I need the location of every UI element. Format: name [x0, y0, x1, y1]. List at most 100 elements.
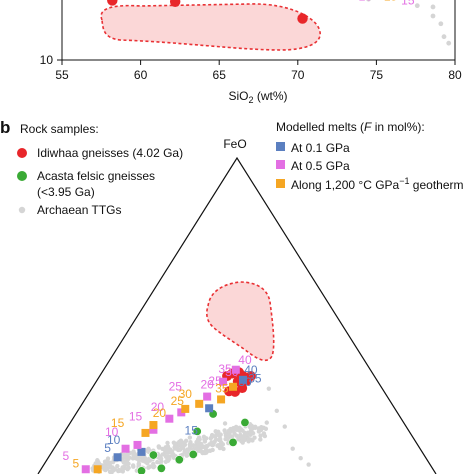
p05-legend-marker [276, 160, 285, 169]
ttg-point [230, 426, 235, 432]
acasta-point [188, 449, 198, 459]
idiwhaa-point [237, 383, 248, 394]
ttg-point [179, 444, 184, 449]
ttg-legend-marker [18, 206, 26, 214]
melt-fraction-label: 25 [169, 379, 183, 393]
melt-fraction-label: 20 [151, 400, 165, 414]
y-tick-label: 10 [40, 53, 54, 67]
ttg-point [438, 21, 444, 27]
ttg-point [217, 437, 223, 443]
ttg-point [222, 428, 227, 433]
ttg-point [102, 464, 108, 469]
p05-legend-label: At 0.5 GPa [291, 159, 350, 173]
ttg-point [175, 446, 180, 451]
geotherm-point [141, 428, 150, 437]
x-tick-label: 75 [370, 68, 384, 82]
panel-b-label: b [0, 118, 10, 137]
ttg-point [146, 446, 151, 452]
panel-a: 3515252015201010158 5560657075801015 SiO… [40, 0, 462, 105]
ttg-point [202, 437, 207, 442]
ttg-point [234, 427, 240, 432]
acasta-point [148, 450, 158, 460]
acasta-legend-marker [17, 171, 27, 181]
acasta-point [174, 455, 184, 465]
p01-point [137, 447, 146, 456]
melt-fraction-label: 30 [238, 375, 252, 389]
ttg-point [115, 463, 120, 469]
ttg-point [130, 450, 136, 455]
panel-b: b Rock samples: Idiwhaa gneisses (4.02 G… [0, 118, 464, 474]
ttg-point [117, 468, 122, 473]
geotherm-legend-label: Along 1,200 °C GPa−1 geotherm [291, 176, 464, 192]
ttg-point [258, 433, 263, 438]
legend-tail: geotherm [409, 178, 463, 192]
melt-fraction-label: 35 [215, 381, 229, 395]
melt-fraction-label: 5 [63, 449, 70, 463]
heading-part: Modelled melts ( [276, 120, 364, 134]
idiwhaa-legend-marker [17, 148, 27, 158]
ttg-point [213, 437, 219, 442]
ttg-point [216, 429, 221, 435]
melt-fraction-label: 15 [384, 0, 398, 3]
ttg-point [264, 420, 269, 425]
melt-fraction-label: 25 [171, 394, 185, 408]
ttg-point [250, 431, 256, 436]
p05-point [165, 414, 174, 423]
panel-a-marks [107, 0, 308, 24]
ttg-point [163, 454, 169, 460]
melt-fraction-label: 25 [208, 374, 222, 388]
melt-fraction-label: 15 [111, 416, 125, 430]
ttg-point [246, 439, 251, 444]
melt-fraction-label: 35 [218, 362, 232, 376]
ttg-legend-label: Archaean TTGs [37, 203, 121, 217]
geotherm-point [93, 465, 102, 474]
ttg-point [163, 445, 168, 450]
ttg-point [239, 439, 244, 444]
rock-legend: Idiwhaa gneisses (4.02 Ga) Acasta felsic … [17, 146, 183, 217]
ttg-point [290, 446, 295, 451]
ttg-point [139, 454, 144, 460]
y-tick-label: 15 [40, 0, 54, 2]
p05-point [121, 444, 130, 453]
melt-fraction-label: 10 [107, 433, 121, 447]
idiwhaa-point [297, 13, 308, 24]
ttg-point [211, 440, 217, 445]
p01-legend-label: At 0.1 GPa [291, 141, 350, 155]
p05-point [231, 365, 240, 374]
melt-fraction-label: 15 [185, 424, 199, 438]
ttg-point [151, 464, 156, 470]
melt-fraction-label: 15 [129, 409, 143, 423]
melt-fraction-label: 30 [225, 365, 239, 379]
geotherm-point [229, 382, 238, 391]
legend-text: At 0.5 GPa [291, 159, 350, 173]
panel-a-ticks: 55 60 65 70 75 80 10 15 [40, 0, 462, 82]
melt-fraction-label: 30 [179, 387, 193, 401]
ttg-point [125, 466, 130, 472]
geotherm-point [181, 404, 190, 413]
panel-a-frame [61, 0, 456, 61]
ttg-point [258, 437, 263, 442]
ttg-point [262, 433, 268, 439]
acasta-point [240, 417, 250, 427]
panel-a-ttg-points [366, 0, 452, 46]
ttg-point [111, 467, 116, 472]
geotherm-point [149, 421, 158, 430]
ttg-point [151, 461, 156, 467]
ttg-point [179, 440, 185, 446]
ttg-point [414, 3, 420, 9]
ttg-point [195, 443, 201, 449]
apex-label: FeO [223, 137, 246, 151]
acasta-legend-label: Acasta felsic gneisses [37, 169, 155, 183]
ttg-point [274, 408, 279, 413]
x-tick-label: 55 [55, 68, 69, 82]
ttg-point [165, 440, 170, 446]
panel-a-annotations: 3515252015201010158 [359, 0, 415, 7]
geotherm-point [195, 399, 204, 408]
ttg-point [184, 453, 189, 458]
ttg-point [240, 428, 245, 433]
idiwhaa-point [169, 0, 181, 7]
p05-point [219, 377, 228, 386]
heading-part: F [364, 120, 372, 134]
ttg-point [441, 34, 447, 40]
ttg-point [430, 4, 436, 10]
